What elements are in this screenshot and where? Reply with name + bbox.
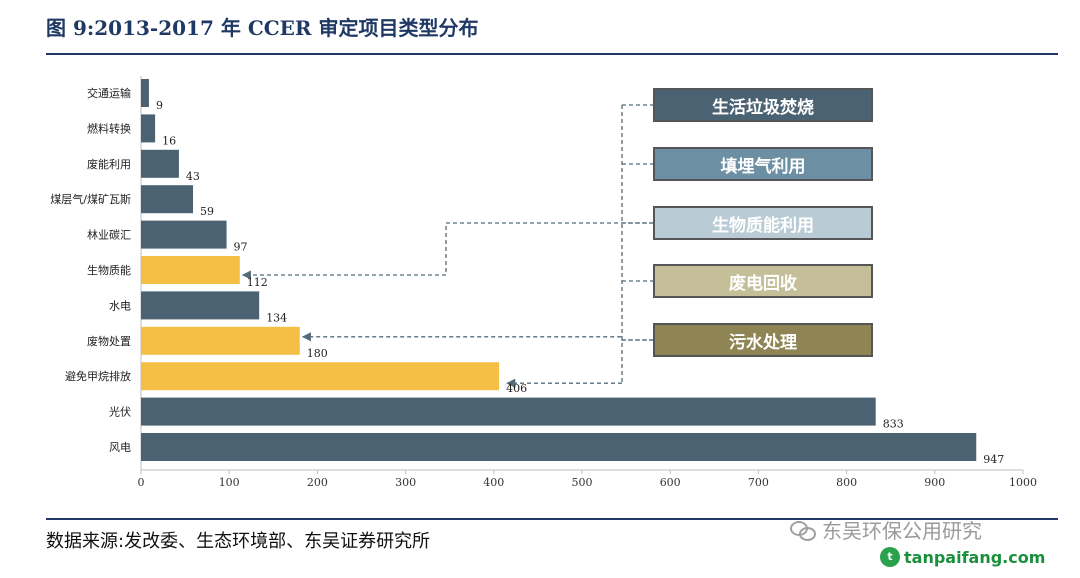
top-rule: [46, 53, 1058, 55]
bar-光伏: [141, 397, 876, 426]
legend-item-3: 生物质能利用: [653, 206, 873, 240]
category-label-水电: 水电: [109, 299, 131, 312]
bar-废能利用: [141, 149, 179, 178]
connector-arrow-biomass: [241, 222, 653, 280]
x-tick-label-600: 600: [660, 476, 681, 489]
value-label-避免甲烷排放: 406: [506, 382, 527, 395]
category-label-废物处置: 废物处置: [87, 334, 131, 348]
connector-lines: [241, 104, 653, 388]
value-label-风电: 947: [983, 453, 1004, 466]
x-tick-label-100: 100: [219, 476, 240, 489]
legend-item-2: 填埋气利用: [653, 147, 873, 181]
value-label-废能利用: 43: [186, 170, 200, 183]
bar-煤层气-煤矿瓦斯: [141, 185, 194, 214]
category-label-光伏: 光伏: [109, 405, 131, 419]
category-label-避免甲烷排放: 避免甲烷排放: [65, 369, 131, 383]
x-tick-label-200: 200: [307, 476, 328, 489]
category-label-风电: 风电: [109, 441, 131, 454]
x-tick-label-300: 300: [395, 476, 416, 489]
category-label-煤层气-煤矿瓦斯: 煤层气/煤矿瓦斯: [50, 192, 131, 206]
bar-生物质能: [141, 256, 240, 284]
legend-item-5: 污水处理: [653, 323, 873, 357]
value-label-交通运输: 9: [156, 99, 163, 112]
x-tick-label-400: 400: [483, 476, 504, 489]
chart-title: 图 9:2013-2017 年 CCER 审定项目类型分布: [46, 16, 479, 40]
bar-水电: [141, 291, 260, 320]
value-label-林业碳汇: 97: [234, 241, 248, 254]
category-label-废能利用: 废能利用: [87, 157, 131, 171]
bars-group: 交通运输 9 燃料转换 16 废能利用 43 煤层气/煤矿瓦斯 59 林业碳汇 97 生物质能 112…: [50, 79, 1004, 466]
bar-交通运输: [141, 79, 149, 107]
x-axis: 0 100 200 300 400 500 600 700 800 900 1000: [138, 76, 1037, 489]
site-text: tanpaifang.com: [904, 547, 1046, 567]
x-tick-label-900: 900: [924, 476, 945, 489]
value-label-煤层气-煤矿瓦斯: 59: [200, 205, 214, 218]
wechat-watermark: 东吴环保公用研究: [790, 515, 982, 544]
category-label-交通运输: 交通运输: [87, 86, 131, 100]
bar-林业碳汇: [141, 220, 227, 249]
legend-item-1: 生活垃圾焚烧: [653, 88, 873, 122]
x-tick-label-1000: 1000: [1009, 476, 1037, 489]
watermark-text: 东吴环保公用研究: [822, 519, 982, 543]
site-watermark: t tanpaifang.com: [880, 547, 1045, 567]
value-label-废物处置: 180: [307, 347, 328, 360]
bar-风电: [141, 433, 977, 461]
x-tick-label-500: 500: [572, 476, 593, 489]
connector-arrow-waste: [301, 332, 653, 342]
source-note: 数据来源:发改委、生态环境部、东吴证券研究所: [46, 531, 431, 552]
bottom-rule: [46, 518, 1058, 520]
bar-燃料转换: [141, 114, 156, 143]
category-label-林业碳汇: 林业碳汇: [87, 228, 131, 242]
bar-废物处置: [141, 326, 300, 355]
x-tick-label-700: 700: [748, 476, 769, 489]
category-label-燃料转换: 燃料转换: [87, 121, 131, 135]
bar-避免甲烷排放: [141, 362, 500, 391]
value-label-水电: 134: [266, 311, 287, 324]
x-tick-label-800: 800: [836, 476, 857, 489]
category-label-生物质能: 生物质能: [87, 263, 131, 277]
wechat-icon: [790, 519, 816, 541]
legend-item-4: 废电回收: [653, 264, 873, 298]
value-label-生物质能: 112: [247, 276, 268, 289]
value-label-光伏: 833: [883, 418, 904, 431]
x-tick-label-0: 0: [138, 476, 145, 489]
value-label-燃料转换: 16: [162, 134, 176, 147]
site-logo-icon: t: [880, 547, 900, 567]
